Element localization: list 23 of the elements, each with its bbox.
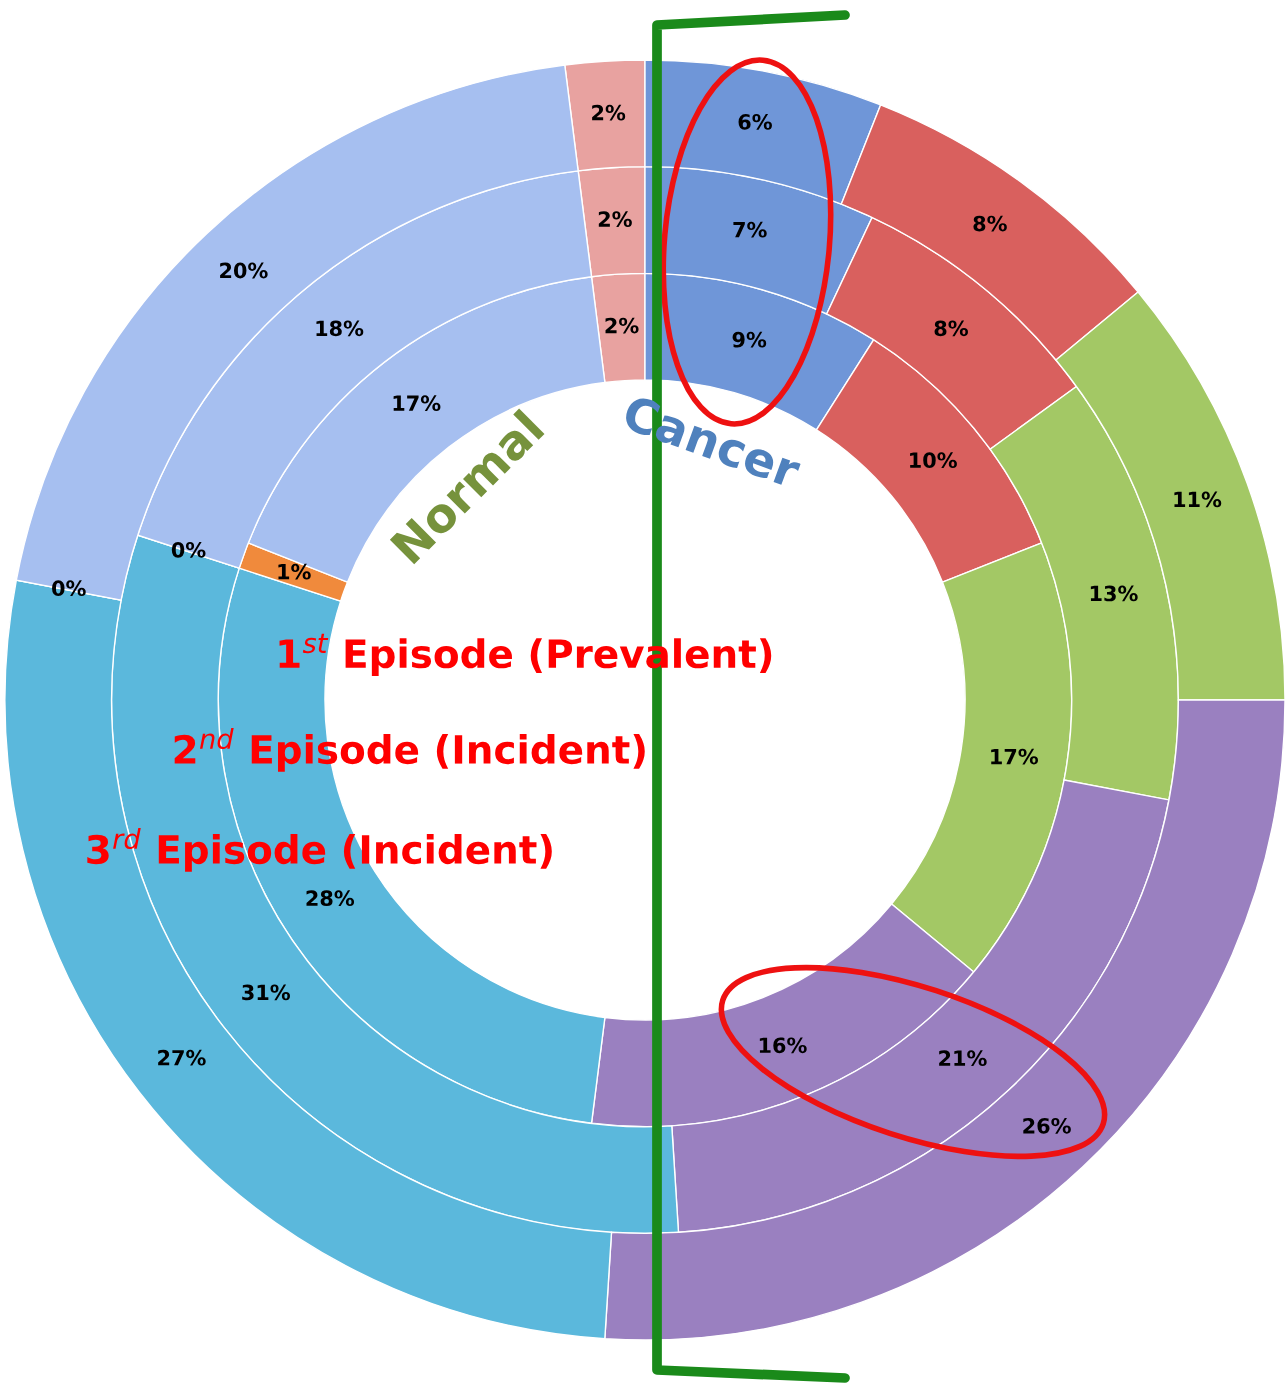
- data-label: 27%: [158, 1049, 206, 1066]
- data-label: 28%: [306, 890, 355, 907]
- text: 0%: [52, 580, 86, 597]
- data-label: 10%: [910, 452, 957, 469]
- data-label: 16%: [759, 1037, 807, 1054]
- data-label: 7%: [733, 221, 767, 238]
- data-label: 13%: [1090, 585, 1138, 602]
- data-label: 31%: [242, 984, 290, 1001]
- data-label: 2%: [605, 317, 639, 334]
- data-label: 17%: [991, 748, 1039, 765]
- data-label: 11%: [1174, 491, 1222, 508]
- text: 0%: [171, 541, 206, 558]
- data-label: 18%: [316, 320, 364, 337]
- data-label: 6%: [738, 114, 772, 130]
- data-label: 9%: [732, 331, 767, 348]
- data-label: 21%: [939, 1050, 987, 1067]
- data-label: 8%: [934, 320, 968, 337]
- data-label: 26%: [1023, 1117, 1071, 1134]
- data-label: 8%: [973, 215, 1007, 232]
- data-label: 1%: [278, 563, 311, 580]
- data-label: 2%: [592, 104, 626, 121]
- data-label: 2%: [598, 211, 632, 227]
- data-label: 20%: [220, 262, 268, 279]
